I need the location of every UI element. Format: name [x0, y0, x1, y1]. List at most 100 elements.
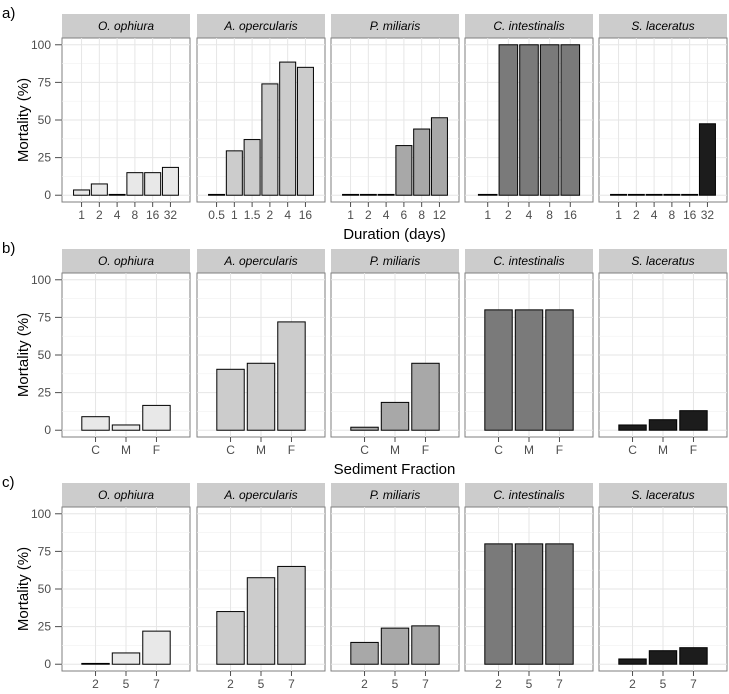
x-tick-label: F — [153, 443, 160, 457]
bar — [208, 193, 226, 196]
bar — [648, 419, 678, 431]
bar — [111, 424, 141, 431]
facet-strip-label: P. miliaris — [370, 488, 420, 502]
facet-strip — [599, 249, 727, 273]
bar — [430, 117, 448, 196]
bar — [90, 183, 108, 196]
bar — [413, 128, 431, 196]
x-tick-label: 16 — [299, 208, 313, 222]
facet-strip-label: O. ophiura — [98, 254, 154, 268]
y-tick-label: 75 — [38, 544, 52, 558]
facet-strip — [331, 14, 459, 38]
x-tick-label: F — [422, 443, 429, 457]
facet-panel: C. intestinalis 1 2 4 8 16 — [464, 14, 594, 222]
facet-panel: O. ophiura 1 2 4 8 16 32 — [61, 14, 191, 222]
facet-panel: S. laceratus 1 2 4 8 16 32 — [598, 14, 728, 222]
x-tick-label: 2 — [495, 677, 502, 691]
y-tick-label: 0 — [44, 423, 51, 437]
y-axis-title: Mortality (%) — [15, 313, 32, 397]
bar — [377, 193, 395, 196]
x-axis-title: Duration (days) — [343, 226, 446, 243]
facet-panel: S. laceratus 2 5 7 — [598, 483, 728, 691]
facet-strip — [465, 483, 593, 507]
x-tick-label: M — [524, 443, 534, 457]
bar — [498, 44, 519, 196]
bar — [144, 172, 162, 196]
facet-strip-label: S. laceratus — [631, 488, 694, 502]
bar — [681, 193, 699, 196]
x-tick-label: 2 — [361, 677, 368, 691]
bar — [350, 641, 379, 665]
facet-strip-label: P. miliaris — [370, 19, 420, 33]
x-tick-label: M — [658, 443, 668, 457]
y-tick-label: 0 — [44, 657, 51, 671]
facet-panel: A. opercularis 2 5 7 — [196, 483, 326, 691]
x-tick-label: 0.5 — [208, 208, 225, 222]
bar — [545, 543, 574, 665]
bar — [545, 309, 574, 431]
bar — [411, 362, 440, 431]
bar — [277, 565, 306, 665]
bar — [342, 193, 360, 196]
bar — [216, 611, 245, 665]
facet-strip-label: C. intestinalis — [493, 254, 564, 268]
bar — [380, 401, 410, 431]
facet-panel: S. laceratus C M F — [598, 249, 728, 457]
facet-strip — [197, 483, 325, 507]
facet-panel: P. miliaris C M F — [330, 249, 460, 457]
facet-panel: A. opercularis C M F — [196, 249, 326, 457]
x-tick-label: 1 — [615, 208, 622, 222]
facet-strip-label: A. opercularis — [223, 19, 297, 33]
x-tick-label: 1 — [347, 208, 354, 222]
x-tick-label: C — [628, 443, 637, 457]
bar — [277, 321, 306, 431]
x-tick-label: 5 — [526, 677, 533, 691]
bar — [261, 83, 279, 196]
y-tick-label: 50 — [38, 348, 52, 362]
y-tick-label: 75 — [38, 75, 52, 89]
x-tick-label: 8 — [132, 208, 139, 222]
y-tick-label: 25 — [38, 151, 52, 165]
facet-strip-label: O. ophiura — [98, 488, 154, 502]
x-tick-label: 5 — [258, 677, 265, 691]
bar — [126, 172, 144, 196]
bar — [618, 658, 647, 665]
x-tick-label: C — [494, 443, 503, 457]
y-tick-label: 25 — [38, 620, 52, 634]
facet-strip — [62, 249, 190, 273]
x-tick-label: 1 — [484, 208, 491, 222]
facet-strip — [197, 14, 325, 38]
bar — [243, 139, 261, 196]
facet-panel: P. miliaris 2 5 7 — [330, 483, 460, 691]
x-tick-label: M — [121, 443, 131, 457]
x-tick-label: F — [288, 443, 295, 457]
bar — [225, 150, 243, 196]
bar — [350, 426, 379, 431]
y-tick-label: 100 — [31, 273, 51, 287]
x-tick-label: 2 — [267, 208, 274, 222]
x-tick-label: 4 — [651, 208, 658, 222]
bar — [142, 630, 171, 665]
bar — [246, 362, 276, 431]
x-tick-label: 16 — [146, 208, 160, 222]
facet-panel: O. ophiura 2 5 7 — [61, 483, 191, 691]
facet-strip — [465, 249, 593, 273]
x-tick-label: 32 — [701, 208, 715, 222]
x-tick-label: 8 — [418, 208, 425, 222]
bar — [216, 368, 245, 431]
x-tick-label: 2 — [365, 208, 372, 222]
facet-panel: C. intestinalis 2 5 7 — [464, 483, 594, 691]
bar — [514, 309, 544, 431]
x-tick-label: 8 — [546, 208, 553, 222]
y-tick-label: 100 — [31, 507, 51, 521]
bar — [663, 193, 681, 196]
x-tick-label: 2 — [629, 677, 636, 691]
bar — [477, 193, 498, 196]
panel-label: c) — [2, 474, 15, 491]
x-tick-label: 12 — [433, 208, 447, 222]
chart-row-1: a) 0 25 50 75 100 Mortality (%) Duration (days)… — [2, 5, 728, 243]
facet-strip-label: O. ophiura — [98, 19, 154, 33]
